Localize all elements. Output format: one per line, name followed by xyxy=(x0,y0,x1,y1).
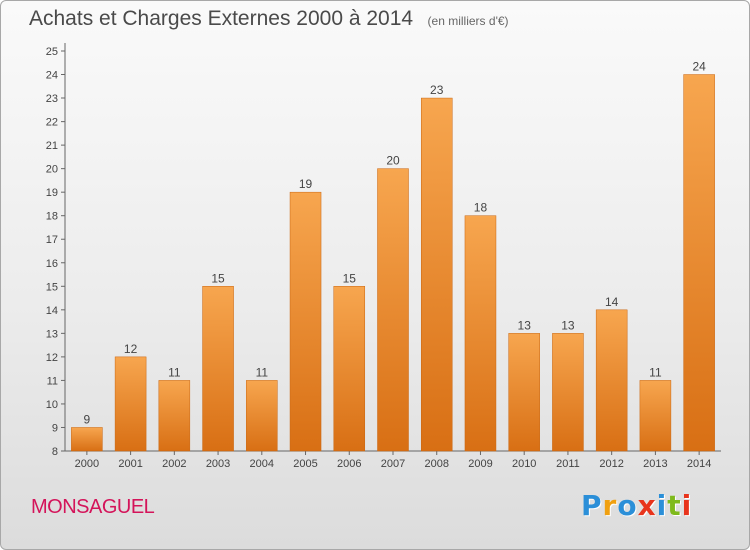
logo-letter: o xyxy=(617,489,638,522)
bar-value-label: 15 xyxy=(343,271,357,285)
x-tick-label: 2011 xyxy=(556,458,580,470)
chart-subtitle: (en milliers d'€) xyxy=(427,14,509,28)
y-tick-label: 23 xyxy=(46,93,58,105)
y-tick-label: 15 xyxy=(46,281,58,293)
logo-letter: x xyxy=(637,489,657,522)
x-tick-label: 2004 xyxy=(250,458,274,470)
y-tick-label: 8 xyxy=(52,446,58,458)
y-tick-label: 13 xyxy=(46,328,58,340)
bar-2004[interactable] xyxy=(246,380,278,452)
y-tick-label: 25 xyxy=(46,46,58,58)
bar-2009[interactable] xyxy=(464,215,497,452)
title-row: Achats et Charges Externes 2000 à 2014 (… xyxy=(29,7,509,31)
x-tick-label: 2010 xyxy=(512,458,536,470)
logo-letter: i xyxy=(681,489,693,522)
bar-2001[interactable] xyxy=(114,356,147,452)
bar-2006[interactable] xyxy=(333,286,366,452)
x-tick-label: 2005 xyxy=(293,458,317,470)
bar-value-label: 11 xyxy=(168,365,181,379)
bar-value-label: 9 xyxy=(84,412,91,426)
y-tick-label: 14 xyxy=(46,305,58,317)
logo-letter: r xyxy=(602,489,618,522)
y-tick-label: 9 xyxy=(52,422,58,434)
bar-value-label: 19 xyxy=(299,177,313,191)
y-tick-label: 17 xyxy=(46,234,58,246)
y-tick-label: 21 xyxy=(46,140,58,152)
logo-letter: t xyxy=(667,489,682,522)
bar-2003[interactable] xyxy=(202,286,234,452)
bar-2014[interactable] xyxy=(683,74,715,452)
y-tick-label: 20 xyxy=(46,164,58,176)
bar-value-label: 18 xyxy=(474,201,488,215)
y-tick-label: 22 xyxy=(46,117,58,129)
x-tick-label: 2007 xyxy=(381,458,405,470)
bar-value-label: 14 xyxy=(605,295,619,309)
logo-letter: P xyxy=(581,489,603,522)
bar-value-label: 13 xyxy=(518,318,532,332)
bar-2007[interactable] xyxy=(377,168,409,452)
bar-value-labels: 9 12 11 15 11 19 15 20 23 18 13 13 14 11 24 xyxy=(84,60,707,427)
proxiti-logo[interactable]: Proxiti xyxy=(581,489,692,522)
bar-2005[interactable] xyxy=(289,191,322,452)
x-tick-label: 2008 xyxy=(424,458,448,470)
logo-letter: i xyxy=(656,489,668,522)
x-tick-label: 2002 xyxy=(162,458,186,470)
y-tick-label: 18 xyxy=(46,211,58,223)
bar-value-label: 24 xyxy=(692,60,706,74)
bar-2000[interactable] xyxy=(71,427,103,452)
bar-value-label: 13 xyxy=(561,318,575,332)
y-tick-label: 16 xyxy=(46,258,58,270)
x-tick-label: 2006 xyxy=(337,458,361,470)
bar-value-label: 11 xyxy=(256,365,269,379)
bar-2012[interactable] xyxy=(595,309,628,452)
x-tick-label: 2003 xyxy=(206,458,230,470)
bar-2010[interactable] xyxy=(508,333,540,452)
x-tick-label: 2009 xyxy=(468,458,492,470)
y-tick-label: 10 xyxy=(46,399,58,411)
bar-value-label: 20 xyxy=(386,154,400,168)
y-tick-label: 24 xyxy=(46,70,58,82)
y-tick-label: 11 xyxy=(47,375,58,387)
commune-name: MONSAGUEL xyxy=(31,496,155,518)
bar-value-label: 15 xyxy=(211,271,225,285)
x-tick-label: 2012 xyxy=(599,458,623,470)
y-tick-label: 19 xyxy=(46,187,58,199)
x-tick-label: 2000 xyxy=(75,458,99,470)
x-tick-label: 2014 xyxy=(687,458,711,470)
bar-value-label: 12 xyxy=(124,342,138,356)
bar-value-label: 23 xyxy=(430,83,444,97)
x-tick-label: 2013 xyxy=(643,458,667,470)
chart-title: Achats et Charges Externes 2000 à 2014 xyxy=(29,7,414,30)
bar-2002[interactable] xyxy=(158,380,191,452)
bar-2013[interactable] xyxy=(639,380,672,452)
bar-value-label: 11 xyxy=(649,365,662,379)
bar-2011[interactable] xyxy=(552,333,584,452)
bar-2008[interactable] xyxy=(420,97,453,452)
bars xyxy=(71,74,715,452)
y-tick-label: 12 xyxy=(46,352,58,364)
x-tick-label: 2001 xyxy=(118,458,142,470)
